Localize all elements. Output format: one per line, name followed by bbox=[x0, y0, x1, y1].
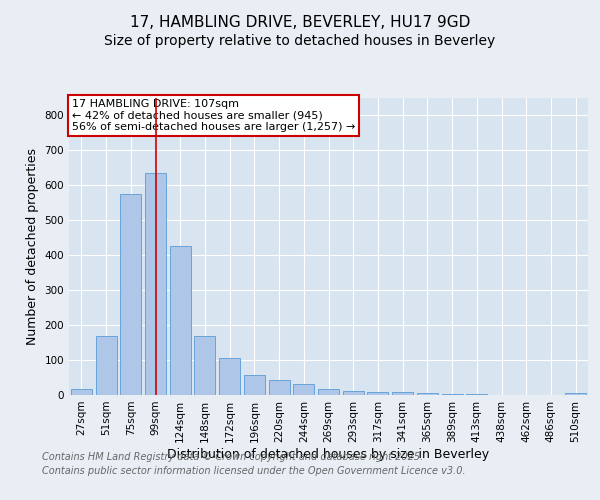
Bar bbox=[145, 173, 166, 395]
Bar bbox=[95, 336, 116, 395]
X-axis label: Distribution of detached houses by size in Beverley: Distribution of detached houses by size … bbox=[167, 448, 490, 460]
Bar bbox=[343, 391, 364, 395]
Bar bbox=[71, 388, 92, 395]
Bar bbox=[466, 394, 487, 395]
Text: Contains HM Land Registry data © Crown copyright and database right 2025.: Contains HM Land Registry data © Crown c… bbox=[42, 452, 423, 462]
Text: 17, HAMBLING DRIVE, BEVERLEY, HU17 9GD: 17, HAMBLING DRIVE, BEVERLEY, HU17 9GD bbox=[130, 15, 470, 30]
Bar bbox=[120, 194, 141, 395]
Bar bbox=[170, 246, 191, 395]
Bar bbox=[392, 392, 413, 395]
Bar bbox=[219, 358, 240, 395]
Bar bbox=[367, 392, 388, 395]
Y-axis label: Number of detached properties: Number of detached properties bbox=[26, 148, 39, 345]
Bar bbox=[318, 389, 339, 395]
Bar bbox=[442, 394, 463, 395]
Bar bbox=[293, 384, 314, 395]
Bar bbox=[565, 393, 586, 395]
Bar bbox=[417, 393, 438, 395]
Bar bbox=[194, 336, 215, 395]
Text: Contains public sector information licensed under the Open Government Licence v3: Contains public sector information licen… bbox=[42, 466, 466, 476]
Bar bbox=[269, 380, 290, 395]
Text: 17 HAMBLING DRIVE: 107sqm
← 42% of detached houses are smaller (945)
56% of semi: 17 HAMBLING DRIVE: 107sqm ← 42% of detac… bbox=[71, 99, 355, 132]
Bar bbox=[244, 375, 265, 395]
Text: Size of property relative to detached houses in Beverley: Size of property relative to detached ho… bbox=[104, 34, 496, 48]
